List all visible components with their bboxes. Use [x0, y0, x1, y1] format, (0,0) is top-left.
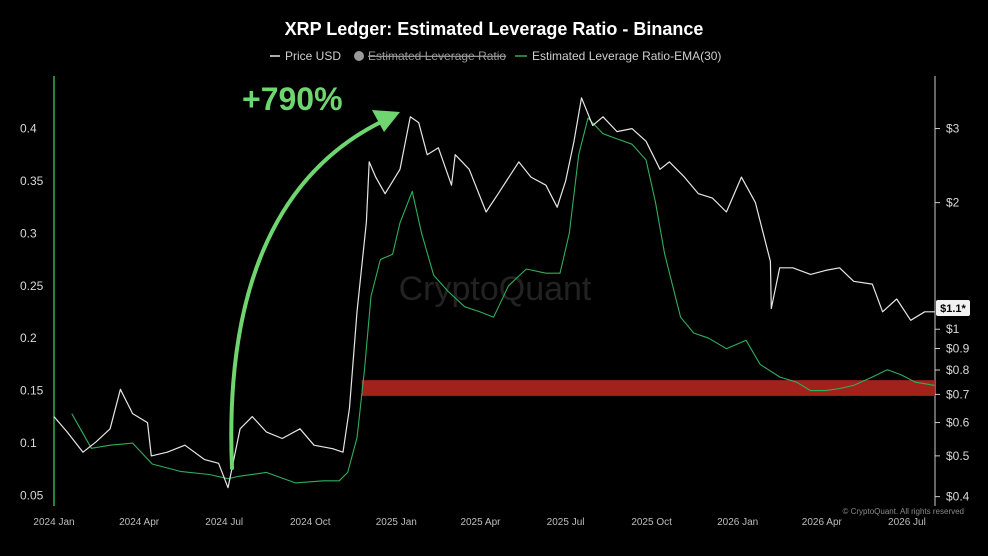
- x-tick-label: 2025 Jul: [547, 517, 585, 528]
- x-tick-label: 2025 Oct: [631, 517, 672, 528]
- x-tick-label: 2026 Jul: [888, 517, 926, 528]
- legend-item-ema[interactable]: Estimated Leverage Ratio-EMA(30): [515, 49, 721, 63]
- y-left-tick-label: 0.15: [20, 384, 44, 398]
- highlight-zone-layer: [361, 380, 936, 396]
- growth-label: +790%: [242, 81, 343, 117]
- credit-text: © CryptoQuant. All rights reserved: [843, 507, 965, 516]
- y-right-tick-label: $0.6: [946, 416, 970, 430]
- y-right-tick-label: $0.4: [946, 490, 970, 504]
- y-left-tick-label: 0.35: [20, 174, 44, 188]
- x-tick-label: 2025 Jan: [376, 517, 417, 528]
- current-price-label: $1.1*: [940, 303, 966, 315]
- y-left-tick-label: 0.1: [20, 436, 37, 450]
- x-tick-label: 2025 Apr: [460, 517, 501, 528]
- y-right-tick-label: $0.7: [946, 387, 970, 401]
- y-right-ticks: $0.4 $0.5 $0.6 $0.7 $0.8 $0.9 $1 $2 $3: [935, 122, 970, 504]
- y-left-tick-label: 0.4: [20, 121, 37, 135]
- x-tick-label: 2026 Apr: [802, 517, 843, 528]
- watermark: CryptoQuant: [399, 270, 592, 308]
- y-left-tick-label: 0.3: [20, 226, 37, 240]
- y-left-tick-label: 0.2: [20, 331, 37, 345]
- y-right-tick-label: $0.9: [946, 341, 970, 355]
- price-series-line: [53, 97, 935, 489]
- growth-annotation: +790%: [229, 81, 400, 470]
- legend-ema-label: Estimated Leverage Ratio-EMA(30): [532, 49, 721, 63]
- y-right-tick-label: $1: [946, 322, 960, 336]
- y-left-ticks: 0.05 0.1 0.15 0.2 0.25 0.3 0.35 0.4: [20, 121, 44, 502]
- current-price-badge: $1.1*: [936, 300, 970, 316]
- current-price-badge-bg: [936, 300, 970, 316]
- chart-title: XRP Ledger: Estimated Leverage Ratio - B…: [285, 19, 704, 39]
- growth-arrowhead-icon: [372, 110, 400, 132]
- y-right-tick-label: $0.5: [946, 449, 970, 463]
- legend: Price USD Estimated Leverage Ratio Estim…: [270, 49, 721, 63]
- x-tick-label: 2026 Jan: [717, 517, 758, 528]
- y-right-tick-label: $2: [946, 196, 960, 210]
- x-tick-label: 2024 Jul: [205, 517, 243, 528]
- y-left-tick-label: 0.25: [20, 279, 44, 293]
- legend-item-price[interactable]: Price USD: [270, 49, 341, 63]
- legend-leverage-dot-icon: [354, 51, 364, 61]
- legend-price-label: Price USD: [285, 49, 341, 63]
- x-ticks: 2024 Jan 2024 Apr 2024 Jul 2024 Oct 2025 Jan…: [33, 517, 925, 528]
- ema-series-layer: [71, 117, 936, 484]
- legend-leverage-label: Estimated Leverage Ratio: [368, 49, 506, 63]
- legend-item-leverage[interactable]: Estimated Leverage Ratio: [354, 49, 506, 63]
- price-series-layer: [53, 97, 935, 489]
- highlight-zone: [361, 380, 936, 396]
- growth-arrow-icon: [229, 118, 387, 470]
- x-tick-label: 2024 Jan: [33, 517, 74, 528]
- y-right-tick-label: $3: [946, 122, 960, 136]
- y-left-tick-label: 0.05: [20, 489, 44, 503]
- y-right-tick-label: $0.8: [946, 363, 970, 377]
- x-tick-label: 2024 Oct: [290, 517, 331, 528]
- ema-series-line: [71, 117, 936, 484]
- x-tick-label: 2024 Apr: [119, 517, 160, 528]
